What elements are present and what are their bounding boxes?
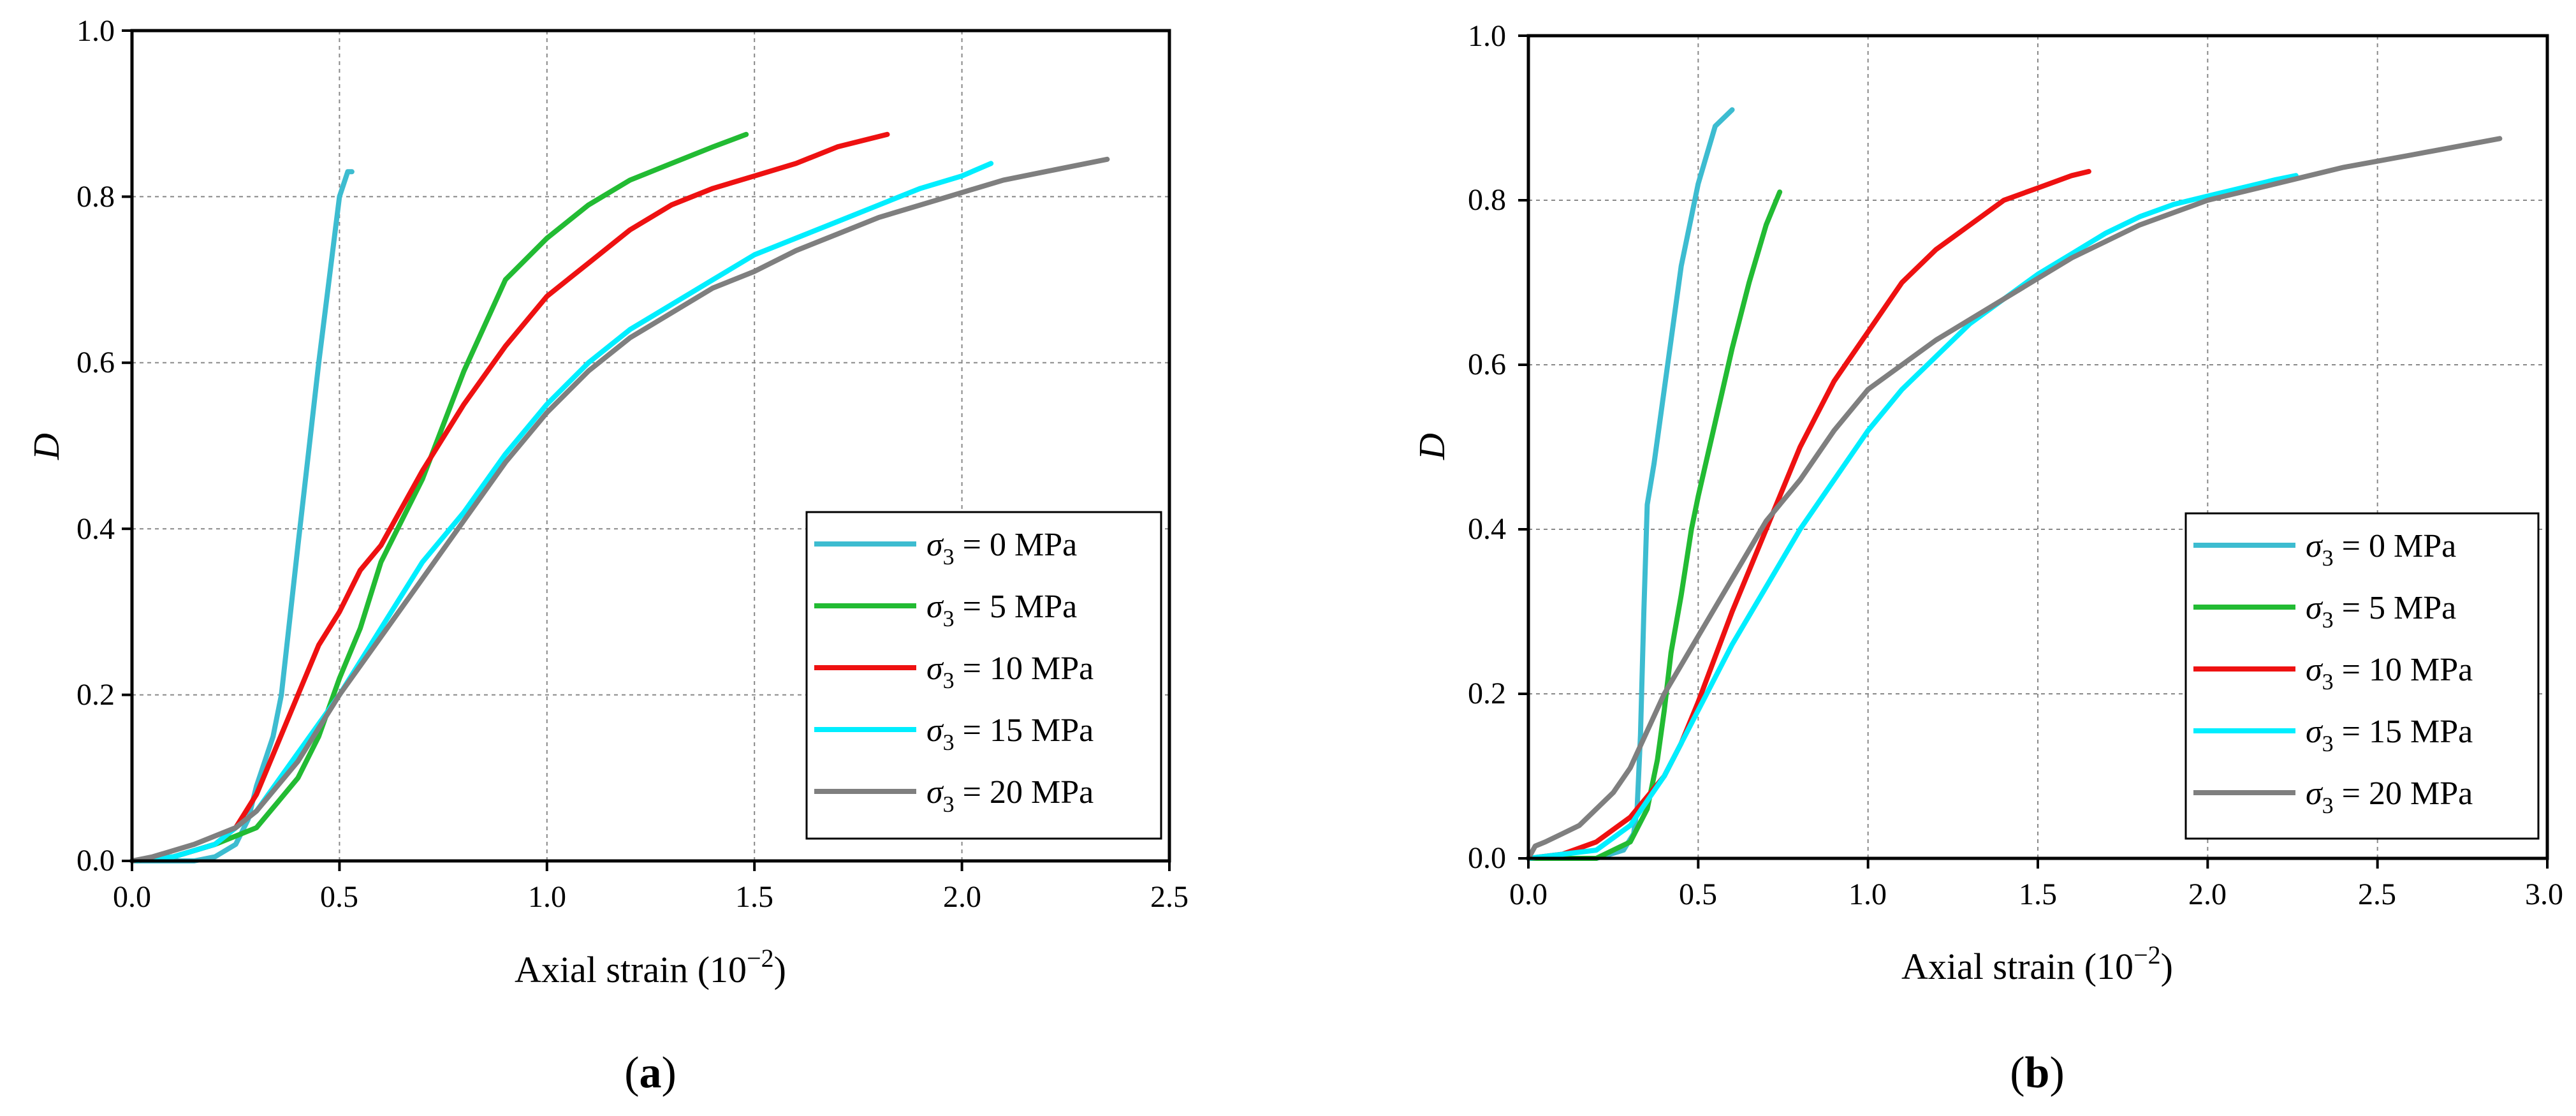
panel-a-xtick-label: 1.5 <box>735 880 773 914</box>
legend-label: σ3 = 20 MPa <box>2306 775 2473 818</box>
panel-a-ticks <box>122 29 1171 871</box>
legend-label: σ3 = 5 MPa <box>926 589 1077 631</box>
panel-a-ytick-label: 0.8 <box>77 180 115 214</box>
series-line-10mpa <box>129 131 890 863</box>
panel-b-legend: σ3 = 0 MPa σ3 = 5 MPa σ3 = 10 MPa σ3 = 15 M… <box>2184 512 2540 840</box>
series-line-15mpa <box>1526 173 2299 861</box>
panel-a-x-axis-title: Axial strain (10−2) <box>515 944 786 990</box>
legend-label: σ3 = 0 MPa <box>2306 528 2456 571</box>
panel-a-xtick-label: 0.5 <box>320 880 358 914</box>
panel-b-legend-box <box>2184 512 2540 840</box>
panel-a-legend-box <box>805 511 1162 840</box>
series-line-5mpa <box>1526 189 1783 861</box>
legend-entry: σ3 = 20 MPa <box>2193 775 2473 818</box>
panel-a-plot-frame <box>130 29 1171 863</box>
series-line-10mpa <box>1526 168 2091 861</box>
series-line-0mpa <box>129 169 355 863</box>
panel-b-xtick-label: 1.0 <box>1848 877 1887 911</box>
panel-a-ytick-label: 0.0 <box>77 844 115 877</box>
legend-label: σ3 = 10 MPa <box>2306 652 2473 694</box>
panel-b-curves <box>1526 107 2503 861</box>
legend-entry: σ3 = 5 MPa <box>814 589 1077 631</box>
legend-entry: σ3 = 10 MPa <box>814 650 1094 693</box>
panel-b-xtick-label: 0.5 <box>1679 877 1717 911</box>
panel-b-x-axis-title: Axial strain (10−2) <box>1901 941 2173 987</box>
panel-a-ytick-label: 0.6 <box>77 346 115 379</box>
panel-b-xtick-label: 1.5 <box>2019 877 2057 911</box>
series-line-20mpa <box>1526 136 2503 861</box>
legend-entry: σ3 = 0 MPa <box>814 527 1077 569</box>
panel-b-y-axis-title: D <box>1411 433 1453 460</box>
panel-b-ytick-label: 0.8 <box>1468 183 1506 217</box>
legend-entry: σ3 = 15 MPa <box>814 712 1094 755</box>
panel-a-xtick-label: 1.0 <box>528 880 566 914</box>
legend-label: σ3 = 0 MPa <box>926 527 1077 569</box>
panel-a: 0.0 0.2 0.4 0.6 0.8 1.0 0.0 0.5 1.0 1.5 … <box>26 14 1189 1098</box>
panel-b-gridlines <box>1528 36 2547 858</box>
legend-entry: σ3 = 20 MPa <box>814 774 1094 817</box>
panel-b-ytick-label: 1.0 <box>1468 19 1506 53</box>
panel-a-xtick-label: 0.0 <box>113 880 151 914</box>
panel-b-ytick-label: 0.2 <box>1468 677 1506 710</box>
panel-a-ytick-label: 0.4 <box>77 512 115 546</box>
legend-label: σ3 = 15 MPa <box>2306 714 2473 756</box>
panel-a-legend-entries: σ3 = 0 MPa σ3 = 5 MPa σ3 = 10 MPa σ3 = 15 M… <box>814 527 1094 817</box>
series-line-5mpa <box>129 131 749 863</box>
legend-entry: σ3 = 5 MPa <box>2193 590 2456 633</box>
panel-b-ytick-label: 0.4 <box>1468 512 1506 546</box>
panel-b-xtick-label: 0.0 <box>1509 877 1548 911</box>
panel-b-xtick-label: 3.0 <box>2525 877 2563 911</box>
panel-a-curves <box>129 131 1110 863</box>
series-line-20mpa <box>129 156 1110 863</box>
legend-entry: σ3 = 10 MPa <box>2193 652 2473 694</box>
legend-entry: σ3 = 15 MPa <box>2193 714 2473 756</box>
legend-label: σ3 = 5 MPa <box>2306 590 2456 633</box>
panel-a-xtick-label: 2.5 <box>1150 880 1189 914</box>
legend-label: σ3 = 15 MPa <box>926 712 1094 755</box>
panel-a-ytick-label: 0.2 <box>77 678 115 712</box>
series-line-0mpa <box>1526 107 1735 861</box>
panel-b-xtick-label: 2.5 <box>2358 877 2396 911</box>
series-line-15mpa <box>129 161 994 863</box>
panel-a-legend: σ3 = 0 MPa σ3 = 5 MPa σ3 = 10 MPa σ3 = 15 M… <box>805 511 1162 840</box>
panel-a-y-axis-title: D <box>26 433 67 460</box>
panel-b-xtick-label: 2.0 <box>2188 877 2227 911</box>
panel-b-ytick-label: 0.6 <box>1468 348 1506 381</box>
legend-entry: σ3 = 0 MPa <box>2193 528 2456 571</box>
panel-b-ytick-label: 0.0 <box>1468 841 1506 875</box>
panel-a-ytick-label: 1.0 <box>77 14 115 48</box>
panel-b-legend-entries: σ3 = 0 MPa σ3 = 5 MPa σ3 = 10 MPa σ3 = 15 M… <box>2193 528 2473 818</box>
panel-a-xtick-label: 2.0 <box>943 880 981 914</box>
legend-label: σ3 = 10 MPa <box>926 650 1094 693</box>
panel-b-ticks <box>1518 34 2549 869</box>
panel-b-label: (b) <box>2010 1048 2065 1098</box>
legend-label: σ3 = 20 MPa <box>926 774 1094 817</box>
panel-a-label: (a) <box>624 1048 677 1098</box>
panel-b: 0.0 0.2 0.4 0.6 0.8 1.0 0.0 0.5 1.0 1.5 … <box>1411 19 2563 1098</box>
